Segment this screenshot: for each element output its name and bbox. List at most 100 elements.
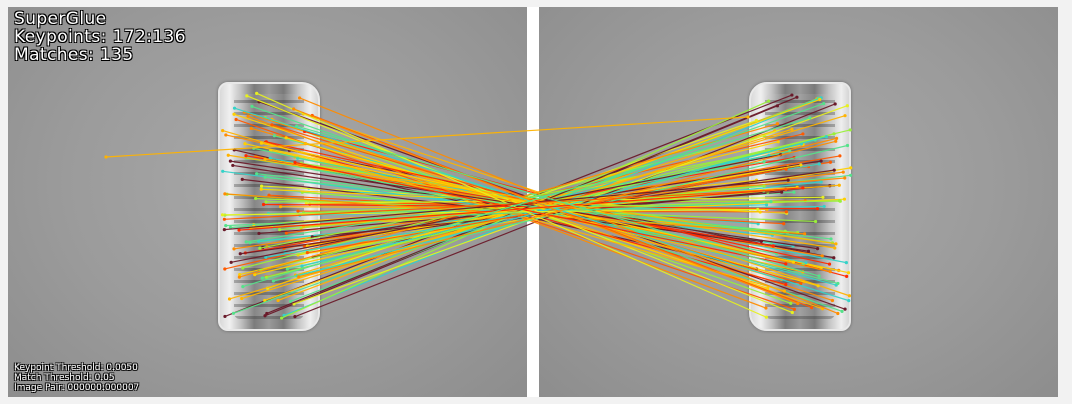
match-line — [242, 117, 811, 288]
keypoint-dot — [782, 222, 786, 226]
keypoint-dot — [249, 126, 253, 131]
keypoint-dot — [834, 242, 838, 246]
keypoint-dot — [746, 115, 750, 119]
keypoint-dot — [834, 136, 839, 140]
keypoint-dot — [845, 274, 849, 278]
match-line — [256, 92, 767, 318]
keypoint-dot — [767, 99, 771, 103]
keypoint-dot — [766, 286, 770, 290]
keypoint-dot — [297, 275, 301, 279]
match-line — [239, 123, 778, 278]
keypoint-dot — [264, 275, 269, 279]
keypoint-dot — [259, 184, 264, 188]
match-line — [224, 179, 789, 231]
keypoint-dot — [808, 116, 812, 120]
keypoint-dot — [804, 261, 808, 265]
keypoint-dot — [237, 275, 241, 279]
keypoint-dot — [821, 195, 825, 199]
keypoint-dot — [764, 306, 768, 310]
keypoint-dot — [810, 306, 814, 310]
keypoint-dot — [784, 187, 788, 191]
keypoint-dot — [847, 294, 852, 298]
keypoints-count: Keypoints: 172:136 — [14, 27, 186, 47]
keypoint-dot — [238, 252, 242, 256]
keypoint-dot — [792, 190, 796, 194]
keypoint-dot — [222, 228, 226, 232]
keypoint-dot — [792, 307, 796, 311]
keypoint-dot — [260, 276, 264, 280]
keypoint-dot — [844, 261, 848, 265]
keypoint-dot — [228, 225, 233, 230]
keypoint-dot — [250, 104, 254, 108]
keypoint-dot — [257, 231, 261, 236]
keypoint-dot — [238, 272, 242, 277]
keypoint-dot — [780, 190, 784, 194]
keypoint-dot — [771, 244, 775, 248]
keypoint-dot — [776, 140, 780, 144]
keypoint-dot — [245, 94, 249, 98]
keypoint-threshold-label: Keypoint Threshold: 0.0050 — [14, 363, 138, 373]
keypoint-dot — [837, 199, 842, 203]
keypoint-dot — [272, 134, 276, 138]
keypoint-dot — [254, 196, 258, 201]
keypoint-dot — [837, 183, 841, 187]
keypoint-dot — [293, 160, 297, 165]
keypoint-dot — [237, 228, 241, 232]
keypoint-dot — [277, 228, 282, 232]
keypoint-dot — [240, 296, 244, 301]
keypoint-dot — [259, 141, 264, 145]
keypoint-dot — [268, 156, 272, 160]
keypoint-dot — [228, 159, 233, 163]
keypoint-dot — [801, 132, 805, 136]
keypoint-dot — [845, 104, 849, 108]
keypoint-dot — [223, 314, 227, 319]
keypoint-dot — [244, 154, 248, 158]
keypoint-dot — [789, 301, 793, 305]
match-line — [105, 116, 749, 158]
keypoint-dot — [764, 315, 768, 319]
keypoint-dot — [296, 209, 300, 213]
keypoint-dot — [782, 289, 786, 293]
match-lines — [104, 91, 853, 320]
keypoint-dot — [822, 204, 826, 209]
keypoint-dot — [845, 143, 850, 148]
keypoint-dot — [227, 297, 232, 301]
keypoint-dot — [241, 285, 245, 289]
keypoint-dot — [818, 97, 822, 102]
keypoint-dot — [784, 282, 788, 287]
keypoint-dot — [258, 246, 262, 250]
keypoint-dot — [224, 133, 228, 137]
keypoint-dot — [799, 163, 803, 167]
keypoint-dot — [222, 217, 226, 221]
keypoint-dot — [801, 186, 805, 190]
keypoint-dot — [799, 282, 803, 286]
keypoint-dot — [223, 192, 227, 196]
keypoint-dot — [769, 200, 773, 204]
keypoint-dot — [304, 201, 308, 205]
keypoint-dot — [280, 316, 284, 320]
keypoint-dot — [220, 213, 225, 217]
keypoint-dot — [840, 309, 844, 313]
keypoint-dot — [263, 314, 267, 318]
keypoint-dot — [824, 135, 829, 139]
keypoint-dot — [775, 122, 780, 126]
keypoint-dot — [828, 160, 833, 164]
keypoint-dot — [231, 311, 236, 315]
keypoint-dot — [259, 187, 263, 191]
match-line — [298, 140, 836, 278]
keypoint-dot — [104, 155, 108, 159]
keypoint-dot — [802, 232, 807, 236]
match-line — [261, 188, 761, 213]
keypoint-dot — [261, 202, 266, 207]
keypoint-dot — [833, 246, 837, 250]
keypoint-dot — [270, 123, 274, 127]
keypoint-dot — [264, 200, 268, 204]
keypoint-dot — [836, 311, 840, 316]
image-pair-label: Image Pair: 000000:000007 — [14, 383, 140, 393]
method-title: SuperGlue — [14, 9, 107, 29]
keypoint-dot — [762, 160, 766, 164]
keypoint-dot — [846, 271, 851, 275]
keypoint-dot — [263, 175, 267, 179]
match-line — [294, 161, 786, 265]
keypoint-dot — [849, 173, 853, 177]
